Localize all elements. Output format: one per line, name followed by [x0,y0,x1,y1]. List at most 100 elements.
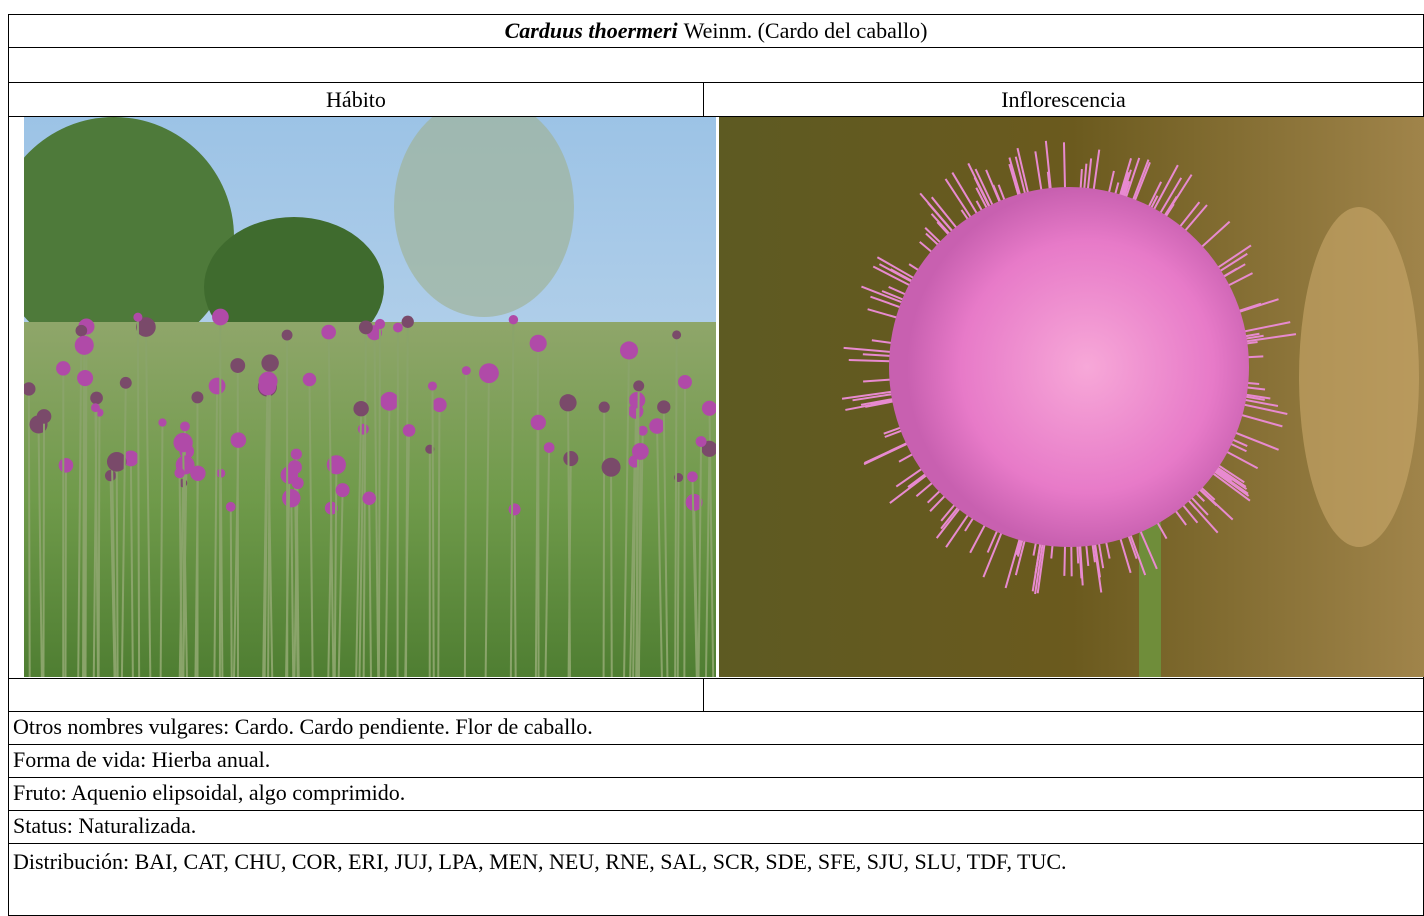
flower [374,318,386,330]
stem [120,382,127,677]
flower [104,470,117,482]
stem [544,447,551,677]
stem [662,406,669,677]
flower [628,391,646,409]
flower [432,397,447,413]
stem [136,317,141,677]
species-name: Carduus thoermeri [504,18,678,43]
stem [384,401,391,677]
stem [42,416,46,677]
flower [362,491,376,506]
flower [75,324,88,337]
stem [233,440,240,677]
stem [115,461,119,677]
flower [687,471,698,483]
stem [290,498,295,677]
flower [598,401,610,413]
info-row: Fruto: Aquenio elipsoidal, algo comprimi… [8,777,1424,811]
flower [335,483,350,498]
flower [427,381,438,391]
stem [534,343,540,677]
stem [437,404,441,677]
flower [380,391,399,411]
stem [308,379,314,677]
flower [173,432,193,453]
flower [508,314,519,325]
flower [58,457,74,473]
stem [144,327,152,677]
stem [109,475,116,677]
stem [77,330,83,677]
flower [357,423,369,435]
flower [282,488,301,508]
title-cell: Carduus thoermeri Weinm. (Cardo del caba… [8,14,1424,48]
stem [623,350,631,677]
flower [637,425,648,436]
flower [119,376,132,389]
flower [191,391,204,404]
stem [355,408,363,677]
flower [208,377,226,395]
flower [36,409,52,424]
flower [90,391,103,405]
flower [601,457,621,477]
stem [327,332,335,677]
stem [683,381,686,677]
stem [83,378,87,677]
flower [77,370,94,387]
info-row: Forma de vida: Hierba anual. [8,744,1424,778]
flower [122,450,139,467]
stem [213,385,219,677]
flower [401,315,414,328]
flower [633,380,645,392]
stem [194,473,199,677]
flower [353,400,369,417]
flower [230,358,246,373]
flower [672,330,682,340]
flower [74,335,94,355]
flower [158,418,167,427]
stem [27,388,31,677]
flower [24,382,36,396]
stem [674,334,678,677]
stem [159,422,164,677]
stem [358,429,365,677]
flower [529,334,547,352]
stem [509,319,515,677]
flower [619,341,639,360]
flower [543,442,555,453]
flower [701,400,716,416]
flower [136,317,156,337]
stem [610,467,613,677]
stem [629,461,636,677]
empty-cell [8,678,704,712]
column-header: Hábito [8,82,704,117]
stem [431,386,435,677]
flower [56,361,71,376]
column-header: Inflorescencia [703,82,1424,117]
stem [567,402,572,677]
flower [631,442,649,460]
stem [676,477,680,677]
title-rest: Weinm. (Cardo del caballo) [683,18,928,43]
flower [258,377,277,396]
flower [133,312,143,322]
flower [461,366,471,376]
stem [333,464,338,677]
flower [326,455,346,475]
flower [657,400,671,414]
stem [178,473,183,677]
stem [377,324,381,677]
flower [91,403,100,413]
empty-cell [703,678,1424,712]
stem [463,370,468,677]
flower [321,324,336,340]
stem [37,424,43,677]
info-row: Otros nombres vulgares: Cardo. Cardo pen… [8,711,1424,745]
stem [513,509,517,677]
stem [182,442,188,677]
stem [111,462,117,677]
stem [404,430,411,677]
flower [530,414,546,431]
